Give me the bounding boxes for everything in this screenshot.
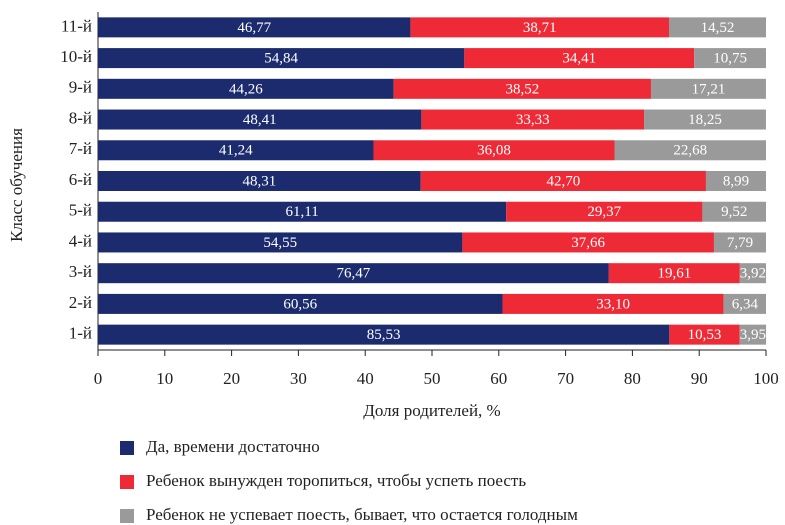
value-label: 3,92 (740, 266, 766, 282)
value-label: 29,37 (587, 204, 621, 220)
legend-label: Да, времени достаточно (146, 437, 320, 456)
bar-segment (421, 109, 645, 130)
value-label: 8,99 (723, 173, 749, 189)
value-label: 34,41 (562, 51, 596, 67)
bar-segment (98, 78, 394, 99)
bar-segment (723, 293, 766, 314)
y-tick-label: 8-й (69, 108, 92, 127)
bar-segment (705, 171, 766, 191)
y-tick-label: 4-й (69, 231, 92, 250)
bar-segment (98, 232, 463, 253)
value-label: 36,08 (477, 143, 511, 159)
bar-segment (98, 140, 374, 161)
value-label: 3,95 (740, 327, 766, 343)
value-label: 46,77 (237, 20, 271, 36)
y-tick-label: 3-й (69, 262, 92, 281)
bar-segment (739, 263, 766, 284)
x-tick-label: 70 (557, 369, 574, 388)
value-label: 7,79 (727, 235, 753, 251)
bar-segment (98, 109, 422, 130)
y-axis-label: Класс обучения (7, 128, 26, 242)
value-label: 76,47 (337, 266, 371, 282)
bar-segment (98, 293, 503, 314)
value-label: 37,66 (571, 235, 605, 251)
value-label: 54,55 (263, 235, 297, 251)
y-tick-label: 11-й (61, 16, 92, 35)
bar-segment (98, 201, 507, 222)
bar-segment (462, 232, 714, 253)
value-label: 85,53 (367, 327, 401, 343)
bar-segment (650, 78, 766, 99)
bar-segment (393, 78, 651, 99)
bar-segment (669, 324, 740, 345)
x-tick-label: 90 (691, 369, 708, 388)
y-tick-label: 7-й (69, 139, 92, 158)
bar-segment (502, 293, 724, 314)
bar-segment (410, 17, 670, 38)
x-tick-label: 30 (290, 369, 307, 388)
legend-label: Ребенок вынужден торопиться, чтобы успет… (146, 471, 526, 490)
value-label: 61,11 (286, 204, 319, 220)
x-tick-label: 0 (94, 369, 103, 388)
value-label: 9,52 (721, 204, 747, 220)
value-label: 60,56 (283, 296, 317, 312)
value-label: 44,26 (229, 81, 263, 97)
value-label: 48,31 (242, 173, 276, 189)
value-label: 19,61 (657, 266, 691, 282)
y-tick-label: 2-й (69, 293, 92, 312)
x-tick-label: 20 (223, 369, 240, 388)
bar-segment (739, 324, 767, 345)
value-label: 42,70 (546, 173, 580, 189)
x-axis-label: Доля родителей, % (363, 401, 500, 420)
bar-segment (98, 263, 609, 284)
legend-label: Ребенок не успевает поесть, бывает, что … (146, 505, 578, 524)
value-label: 17,21 (692, 81, 726, 97)
bar-segment (644, 109, 766, 130)
y-tick-label: 1-й (69, 324, 92, 343)
value-label: 14,52 (701, 20, 735, 36)
bar-segment (98, 48, 465, 69)
value-label: 38,71 (523, 20, 557, 36)
x-tick-label: 80 (624, 369, 641, 388)
value-label: 48,41 (243, 112, 277, 128)
bar-segment (506, 201, 703, 222)
y-tick-label: 10-й (60, 47, 92, 66)
bar-segment (702, 201, 766, 222)
bar-segment (98, 324, 670, 345)
bar-segment (98, 171, 421, 191)
y-tick-label: 9-й (69, 78, 92, 97)
x-tick-label: 10 (156, 369, 173, 388)
value-label: 10,53 (688, 327, 722, 343)
bar-segment (464, 48, 695, 69)
bar-segment (694, 48, 766, 69)
value-label: 18,25 (688, 112, 722, 128)
x-tick-label: 50 (424, 369, 441, 388)
legend-swatch (120, 475, 134, 489)
value-label: 22,68 (673, 143, 707, 159)
legend-swatch (120, 509, 134, 523)
x-tick-label: 100 (753, 369, 779, 388)
bar-segment (98, 17, 411, 38)
bar-segment (614, 140, 766, 161)
value-label: 54,84 (264, 51, 298, 67)
value-label: 10,75 (713, 51, 747, 67)
value-label: 6,34 (732, 296, 759, 312)
bar-segment (713, 232, 766, 253)
value-label: 33,33 (516, 112, 550, 128)
y-tick-label: 5-й (69, 201, 92, 220)
bar-segment (669, 17, 766, 38)
value-label: 41,24 (219, 143, 253, 159)
bar-segment (420, 171, 706, 191)
y-tick-label: 6-й (69, 170, 92, 189)
legend-swatch (120, 441, 134, 455)
value-label: 38,52 (505, 81, 539, 97)
value-label: 33,10 (596, 296, 630, 312)
bar-segment (373, 140, 615, 161)
bar-segment (608, 263, 740, 284)
x-tick-label: 60 (490, 369, 507, 388)
x-tick-label: 40 (357, 369, 374, 388)
